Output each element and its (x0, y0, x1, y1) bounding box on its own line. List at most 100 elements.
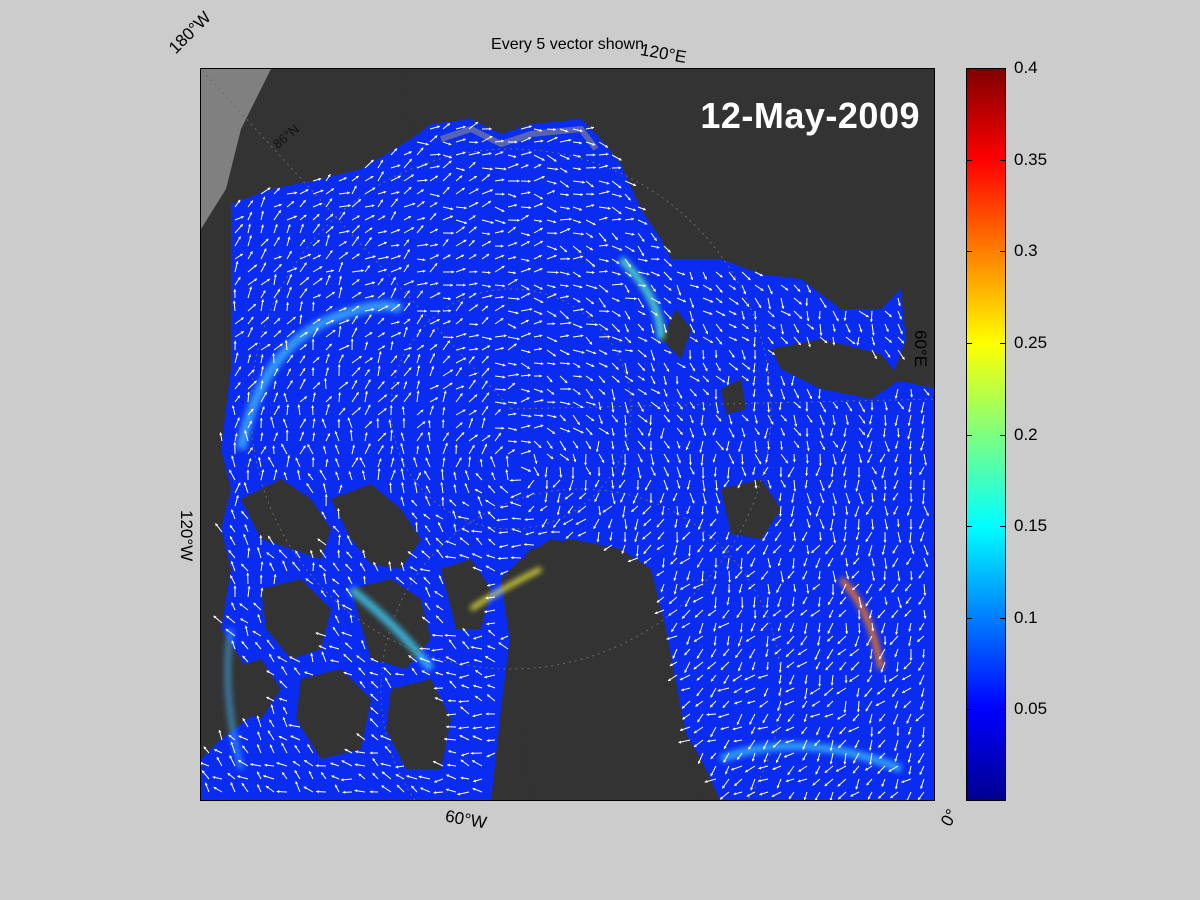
drift-vector-head (618, 185, 622, 189)
drift-vector-head (578, 167, 582, 171)
drift-vector-head (641, 377, 645, 381)
drift-vector-head (697, 760, 701, 764)
drift-vector-head (857, 630, 861, 634)
drift-vector-head (334, 431, 338, 435)
drift-vector-head (835, 405, 838, 409)
drift-vector-head (867, 796, 871, 800)
drift-vector-head (867, 679, 870, 683)
drift-vector-head (332, 329, 336, 333)
drift-vector-head (422, 269, 426, 273)
drift-vector-head (432, 353, 435, 357)
drift-vector-head (855, 552, 859, 556)
drift-vector-head (369, 332, 373, 335)
drift-vector-head (366, 369, 370, 373)
drift-vector-head (436, 605, 440, 609)
drift-vector-head (256, 771, 260, 775)
drift-vector-head (779, 474, 783, 478)
drift-vector-head (527, 468, 531, 472)
drift-vector-head (277, 656, 281, 660)
drift-vector-head (632, 208, 636, 212)
drift-vector-head (485, 305, 489, 309)
drift-vector-head (250, 316, 254, 320)
drift-vector-head (318, 177, 322, 181)
drift-vector-head (268, 730, 271, 734)
drift-vector-head (778, 513, 783, 517)
drift-vector-head (731, 354, 735, 358)
drift-vector-head (640, 327, 644, 331)
drift-vector-head (631, 509, 635, 512)
drift-vector-head (883, 577, 887, 581)
drift-vector-head (597, 473, 601, 477)
drift-vector-head (433, 686, 437, 690)
drift-vector-head (254, 342, 258, 346)
drift-vector-head (246, 572, 250, 576)
drift-vector-head (505, 469, 509, 473)
drift-vector-head (513, 154, 517, 158)
drift-vector-head (897, 578, 901, 582)
drift-vector-head (719, 300, 723, 304)
drift-vector-head (905, 799, 907, 800)
drift-vector-head (760, 287, 764, 291)
drift-vector-head (590, 184, 594, 188)
drift-vector-head (750, 628, 754, 632)
drift-vector-head (241, 783, 245, 787)
drift-vector-head (923, 615, 927, 619)
drift-vector-head (866, 511, 869, 515)
drift-vector-head (448, 160, 452, 164)
drift-vector-head (227, 773, 231, 776)
drift-vector-head (920, 706, 924, 710)
drift-vector-head (684, 603, 688, 607)
drift-vector-head (641, 238, 645, 242)
drift-vector-head (920, 694, 924, 698)
drift-vector-head (381, 381, 385, 385)
drift-vector-head (803, 563, 807, 567)
drift-vector-head (611, 462, 615, 466)
drift-vector-head (593, 351, 597, 355)
drift-vector-head (302, 200, 306, 204)
drift-vector-head (717, 500, 721, 504)
drift-vector-head (414, 521, 419, 525)
drift-vector-head (786, 641, 790, 645)
drift-vector-head (826, 656, 830, 660)
drift-vector-head (473, 658, 477, 662)
drift-vector-head (920, 538, 923, 542)
drift-vector-head (513, 362, 517, 366)
drift-vector-head (247, 391, 251, 395)
drift-vector-head (357, 407, 361, 411)
drift-vector-head (540, 414, 544, 418)
drift-vector-head (277, 318, 281, 322)
drift-vector-head (413, 457, 417, 461)
drift-vector-head (502, 375, 506, 379)
drift-vector-head (369, 227, 373, 231)
drift-vector-head (485, 565, 489, 569)
drift-vector-head (747, 366, 751, 370)
drift-vector-head (248, 354, 252, 358)
drift-vector-head (843, 527, 847, 530)
drift-vector-head (747, 701, 751, 704)
drift-vector-head (540, 300, 544, 303)
drift-vector-head (782, 484, 786, 488)
drift-vector-head (594, 484, 598, 488)
drift-vector-head (392, 469, 396, 473)
drift-vector-head (525, 532, 529, 536)
drift-vector-head (644, 221, 648, 225)
drift-vector-head (869, 656, 873, 660)
drift-vector-head (602, 509, 606, 513)
drift-vector-head (511, 544, 515, 548)
drift-vector-head (527, 350, 531, 354)
drift-vector-head (256, 715, 260, 719)
drift-vector-head (422, 217, 426, 221)
drift-vector-head (396, 191, 400, 195)
drift-vector-head (309, 550, 313, 554)
drift-vector-head (611, 409, 615, 413)
drift-vector-head (500, 636, 504, 640)
drift-vector-head (212, 775, 216, 779)
drift-vector-head (511, 516, 515, 521)
drift-vector-head (765, 644, 769, 648)
drift-vector-head (231, 405, 235, 409)
drift-vector-head (231, 602, 235, 606)
drift-vector-head (925, 564, 929, 568)
drift-vector-head (771, 637, 775, 641)
drift-vector-head (652, 288, 656, 292)
drift-vector-head (777, 628, 781, 632)
